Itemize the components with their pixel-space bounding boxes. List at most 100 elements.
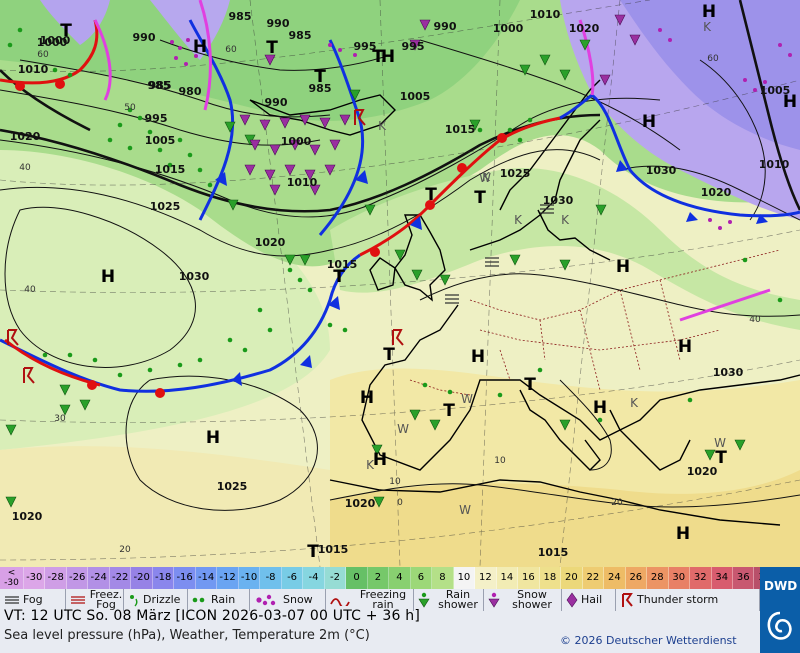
isobar-value-label: 1020	[345, 497, 376, 510]
legend-item: Snow shower	[484, 589, 562, 611]
legend-label: Freez. Fog	[89, 588, 123, 611]
graticule-latitude-label: 50	[124, 103, 136, 113]
temp-band-canada	[40, 0, 110, 45]
rain-icon	[192, 594, 208, 606]
pressure-center-symbol: H	[471, 347, 485, 367]
isobar-985	[159, 39, 391, 71]
coast-iceland	[249, 94, 396, 136]
legend-item: Rain shower	[414, 589, 484, 611]
isobar-value-label: 1025	[217, 480, 248, 493]
dwd-logo-text: DWD	[764, 579, 798, 593]
isobar-value-label: 1020	[255, 236, 286, 249]
weather-type-letter: W	[479, 171, 491, 185]
isobar-value-label: 1030	[713, 366, 744, 379]
scale-cell: -4	[303, 567, 325, 589]
graticule-latitude-label: 0	[397, 498, 403, 508]
pressure-center-symbol: T	[372, 47, 384, 67]
isobar-value-label: 1020	[12, 510, 43, 523]
isobar-value-label: 985	[309, 82, 332, 95]
isobar-value-label: 1005	[400, 90, 431, 103]
scale-cell: 16	[518, 567, 540, 589]
graticule-latitude-label: 10	[389, 477, 401, 487]
dwd-logo: DWD	[760, 567, 800, 653]
scale-cell: 26	[625, 567, 648, 589]
legend-item: Freez. Fog	[66, 589, 124, 611]
scale-cell: 34	[711, 567, 733, 589]
isobar-value-label: 995	[145, 112, 168, 125]
fog-icon	[4, 594, 20, 606]
isobar-value-label: 1020	[687, 465, 718, 478]
scale-cell: 18	[539, 567, 562, 589]
scale-cell: -12	[217, 567, 239, 589]
isobar-bold-russia	[738, 0, 800, 211]
isobar-value-label: 1020	[701, 186, 732, 199]
coast-africa	[329, 479, 781, 526]
graticule-20	[0, 479, 800, 561]
scale-cell: -8	[260, 567, 282, 589]
valid-time: VT: 12 UTC So. 08 März [ICON 2026-03-07 …	[4, 608, 420, 624]
isobar-value-label: 995	[354, 40, 377, 53]
occlusion-greenland	[198, 0, 212, 111]
pressure-center-symbol: T	[314, 67, 326, 87]
pressure-center-symbol: T	[266, 38, 278, 58]
isobar-value-label: 985	[149, 79, 172, 92]
scale-cell: 4	[389, 567, 411, 589]
legend-label: Thunder storm	[637, 593, 719, 606]
isobar-value-label: 1030	[543, 194, 574, 207]
scale-cell: 30	[668, 567, 691, 589]
isobar-value-label: 1000	[40, 34, 71, 47]
coast-continent	[361, 304, 800, 471]
graticule-latitude-label: 40	[24, 285, 36, 295]
isobar-value-label: 1025	[150, 200, 181, 213]
border-b	[479, 329, 721, 351]
isobar-value-label: 1005	[760, 84, 791, 97]
isobar-1030-russia	[619, 165, 800, 221]
coast-britain	[394, 214, 446, 302]
pressure-center-symbol: H	[642, 112, 656, 132]
graticule-latitude-label: 20	[119, 545, 131, 555]
legend-label: Snow	[283, 593, 313, 606]
warm-front-atlantic-west	[4, 338, 101, 387]
isobar-value-label: 990	[265, 96, 288, 109]
scale-cell: 10	[453, 567, 476, 589]
pressure-center-symbol: H	[783, 92, 797, 112]
isobar-value-label: 1010	[287, 176, 318, 189]
scale-cell: -16	[174, 567, 196, 589]
pressure-center-symbol: T	[333, 267, 345, 287]
occlusion-norway	[578, 19, 595, 96]
isobar-value-label: 1010	[530, 8, 561, 21]
isobar-value-label: 1015	[318, 543, 349, 556]
temp-band-europe	[330, 168, 800, 330]
pressure-center-symbol: T	[60, 21, 72, 41]
graticule-latitude-label: 40	[19, 163, 31, 173]
scale-cell: 28	[647, 567, 669, 589]
isobar-value-label: 1030	[179, 270, 210, 283]
legend-item: Freezing rain	[326, 589, 414, 611]
isobar-value-label: 985	[148, 79, 171, 92]
legend-item: Snow	[250, 589, 326, 611]
isobar-1025-south	[125, 375, 318, 511]
weather-type-letter: K	[366, 458, 375, 472]
drizzle-icon	[128, 593, 140, 607]
scale-cell: 24	[604, 567, 626, 589]
isobar-value-label: 990	[267, 17, 290, 30]
isobar-1025-russia	[699, 59, 766, 221]
temp-band-russia-cold	[620, 0, 800, 150]
scale-cell: 22	[582, 567, 605, 589]
weather-type-letter: K	[378, 119, 387, 133]
warm-front-canada	[0, 19, 99, 85]
weather-type-letter: K	[514, 213, 523, 227]
isobar-bold-west	[0, 69, 91, 132]
coast-north-sea	[469, 119, 601, 251]
weather-type-letter: K	[482, 170, 491, 184]
snow-stars	[170, 28, 792, 230]
coast-ireland	[369, 257, 396, 291]
isobar-995	[19, 59, 331, 118]
isobar-value-label: 1000	[281, 135, 312, 148]
isobar-value-label: 990	[434, 20, 457, 33]
graticule-40	[0, 229, 800, 293]
warm-front-symbols	[15, 79, 507, 398]
cold-front-norway	[559, 93, 593, 120]
